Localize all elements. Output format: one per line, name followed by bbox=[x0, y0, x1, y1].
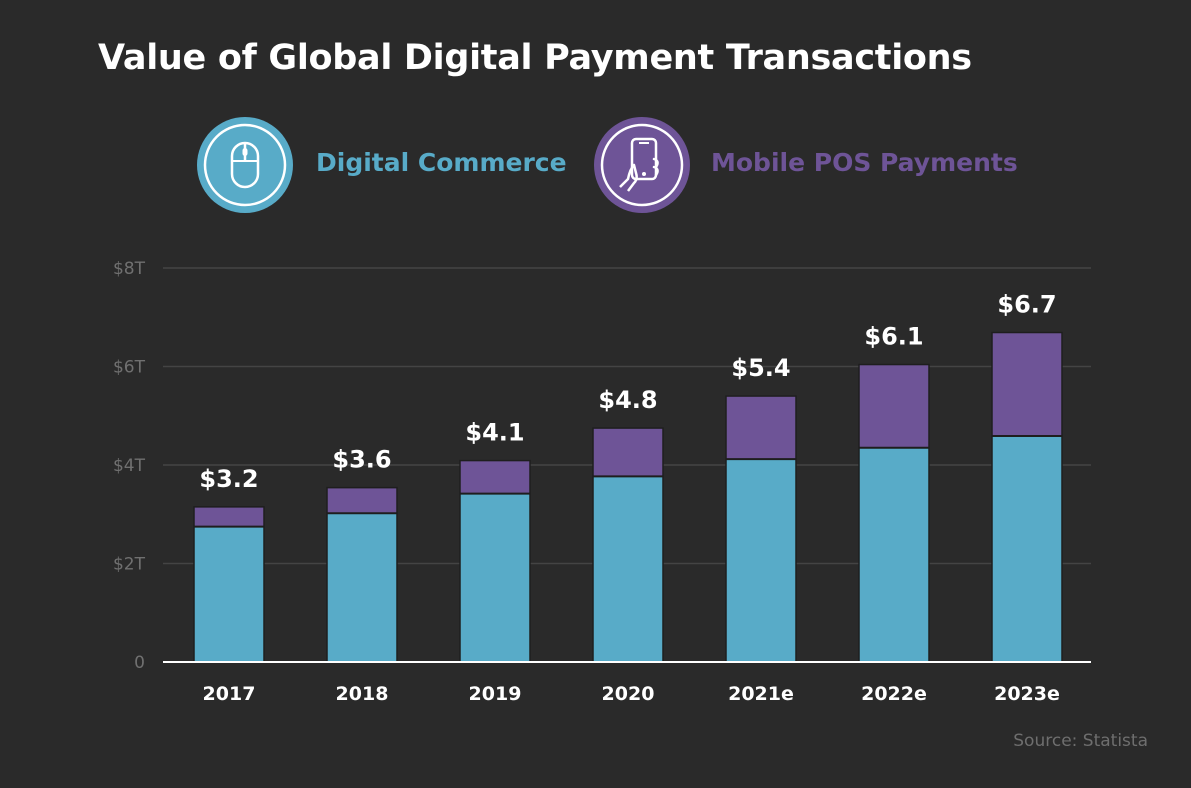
bar-total-label: $3.2 bbox=[199, 465, 258, 493]
bar-total-label: $5.4 bbox=[731, 354, 790, 382]
bar-digital-commerce bbox=[726, 459, 796, 662]
y-tick-label: $2T bbox=[113, 555, 146, 575]
bar-digital-commerce bbox=[327, 513, 397, 662]
y-tick-label: $8T bbox=[113, 259, 146, 279]
hand-holding-phone-icon bbox=[600, 123, 684, 207]
chart-title: Value of Global Digital Payment Transact… bbox=[98, 38, 972, 78]
x-category-label: 2022e bbox=[861, 683, 927, 705]
bar-mobile-pos bbox=[327, 487, 397, 514]
bar-mobile-pos bbox=[194, 506, 264, 527]
bar-total-label: $3.6 bbox=[332, 446, 391, 474]
bar-digital-commerce bbox=[992, 435, 1062, 662]
x-category-label: 2017 bbox=[203, 683, 256, 705]
bar-digital-commerce bbox=[859, 447, 929, 662]
bar-digital-commerce bbox=[194, 526, 264, 662]
x-category-label: 2018 bbox=[336, 683, 389, 705]
bar-mobile-pos bbox=[992, 332, 1062, 436]
source-note: Source: Statista bbox=[1013, 731, 1148, 751]
bar-total-label: $6.1 bbox=[864, 323, 923, 351]
x-category-label: 2023e bbox=[994, 683, 1060, 705]
bar-total-label: $4.1 bbox=[465, 419, 524, 447]
bar-total-label: $4.8 bbox=[598, 386, 657, 414]
legend-icon-mobile-pos bbox=[594, 117, 690, 213]
bar-mobile-pos bbox=[593, 428, 663, 477]
bar-digital-commerce bbox=[593, 476, 663, 662]
bar-digital-commerce bbox=[460, 493, 530, 662]
legend-label-mobile-pos: Mobile POS Payments bbox=[711, 148, 1018, 177]
y-tick-label: $4T bbox=[113, 456, 146, 476]
legend-label-digital-commerce: Digital Commerce bbox=[316, 148, 567, 177]
bar-mobile-pos bbox=[460, 460, 530, 494]
bar-total-label: $6.7 bbox=[997, 291, 1056, 319]
computer-mouse-icon bbox=[203, 123, 287, 207]
bar-mobile-pos bbox=[726, 396, 796, 460]
x-category-label: 2020 bbox=[602, 683, 655, 705]
legend-icon-digital-commerce bbox=[197, 117, 293, 213]
x-category-label: 2019 bbox=[469, 683, 522, 705]
y-tick-label: $6T bbox=[113, 358, 146, 378]
y-tick-label: 0 bbox=[134, 653, 145, 673]
x-category-label: 2021e bbox=[728, 683, 794, 705]
bar-mobile-pos bbox=[859, 364, 929, 448]
